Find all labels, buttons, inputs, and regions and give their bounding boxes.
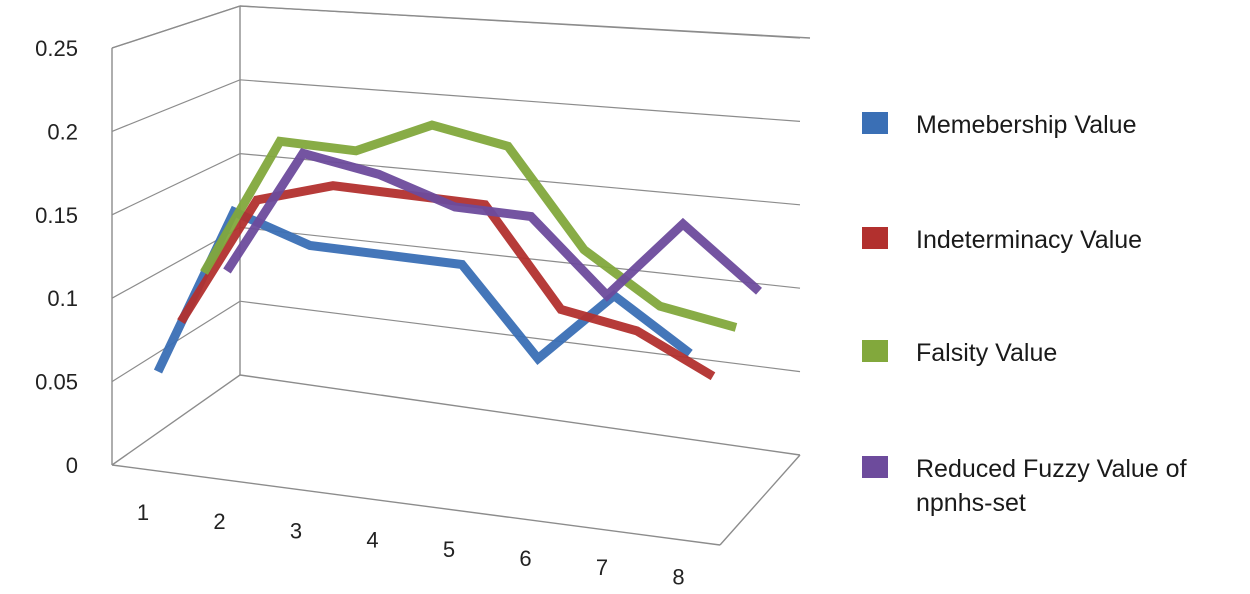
floor-front-edge [111, 464, 721, 546]
legend-label-membership: Memebership Value [916, 111, 1137, 139]
x-tick-label: 7 [596, 555, 608, 580]
floor-right-edge [719, 454, 801, 546]
y-tick-label: 0.1 [47, 286, 78, 311]
y-tick-label: 0 [66, 453, 78, 478]
x-tick-label: 3 [290, 518, 302, 543]
legend-swatch-membership [862, 112, 888, 134]
x-tick-label: 1 [137, 500, 149, 525]
gridline [111, 300, 801, 383]
back-wall-floor-edge [239, 374, 801, 456]
x-tick-label: 8 [672, 564, 684, 589]
legend-item-reduced-fuzzy: Reduced Fuzzy Value of npnhs-set [862, 452, 1226, 520]
chart-walls [111, 5, 811, 546]
legend-swatch-falsity [862, 340, 888, 362]
x-tick-label: 4 [366, 528, 378, 553]
series-line-2 [200, 120, 738, 332]
legend-item-indeterminacy: Indeterminacy Value [862, 223, 1226, 257]
series-line-3 [223, 148, 762, 302]
legend-swatch-indeterminacy [862, 227, 888, 249]
y-tick-label: 0.25 [35, 36, 78, 61]
legend-label-indeterminacy: Indeterminacy Value [916, 226, 1143, 254]
x-tick-label: 5 [443, 537, 455, 562]
x-tick-label: 6 [519, 546, 531, 571]
side-wall-floor-edge [111, 374, 241, 466]
legend-label-falsity: Falsity Value [916, 339, 1058, 367]
y-tick-label: 0.2 [47, 119, 78, 144]
x-axis-tick-labels: 1 2 3 4 5 6 7 8 [137, 500, 685, 589]
gridline [111, 5, 801, 49]
gridline [111, 152, 801, 216]
legend-label-reduced-fuzzy: Reduced Fuzzy Value of npnhs-set [916, 455, 1187, 517]
y-axis-tick-labels: 0 0.05 0.1 0.15 0.2 0.25 [35, 36, 78, 478]
legend-swatch-reduced-fuzzy [862, 456, 888, 478]
gridline [111, 79, 801, 132]
y-tick-label: 0.15 [35, 203, 78, 228]
x-tick-label: 2 [213, 509, 225, 534]
legend-item-falsity: Falsity Value [862, 336, 1226, 370]
y-tick-label: 0.05 [35, 370, 78, 395]
legend-item-membership: Memebership Value [862, 108, 1226, 142]
series-lines [153, 120, 762, 381]
gridlines [111, 5, 801, 383]
